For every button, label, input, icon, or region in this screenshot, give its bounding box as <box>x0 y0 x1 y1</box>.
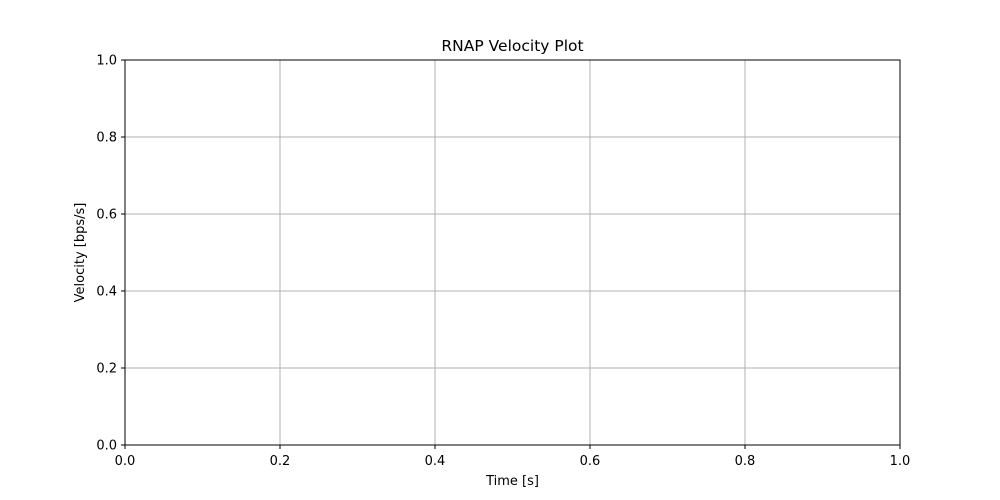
y-tick-label: 0.8 <box>96 131 117 146</box>
x-tick-label: 0.4 <box>425 454 446 469</box>
x-axis-label: Time [s] <box>485 474 539 489</box>
plot-area-frame <box>124 59 901 446</box>
chart-title: RNAP Velocity Plot <box>441 37 583 55</box>
x-tick-label: 0.0 <box>115 454 136 469</box>
y-axis-label: Velocity [bps/s] <box>73 203 88 303</box>
x-tick-label: 0.2 <box>270 454 291 469</box>
x-tick-label: 0.6 <box>580 454 601 469</box>
y-tick-label: 0.6 <box>96 208 117 223</box>
y-axis-ticks: 0.0 0.2 0.4 0.6 0.8 1.0 <box>96 54 125 454</box>
y-tick-label: 1.0 <box>96 54 117 69</box>
x-tick-label: 1.0 <box>890 454 911 469</box>
x-tick-label: 0.8 <box>735 454 756 469</box>
y-tick-label: 0.2 <box>96 362 117 377</box>
y-tick-label: 0.4 <box>96 285 117 300</box>
y-tick-label: 0.0 <box>96 439 117 454</box>
grid-lines <box>124 59 901 446</box>
x-axis-ticks: 0.0 0.2 0.4 0.6 0.8 1.0 <box>115 445 911 469</box>
